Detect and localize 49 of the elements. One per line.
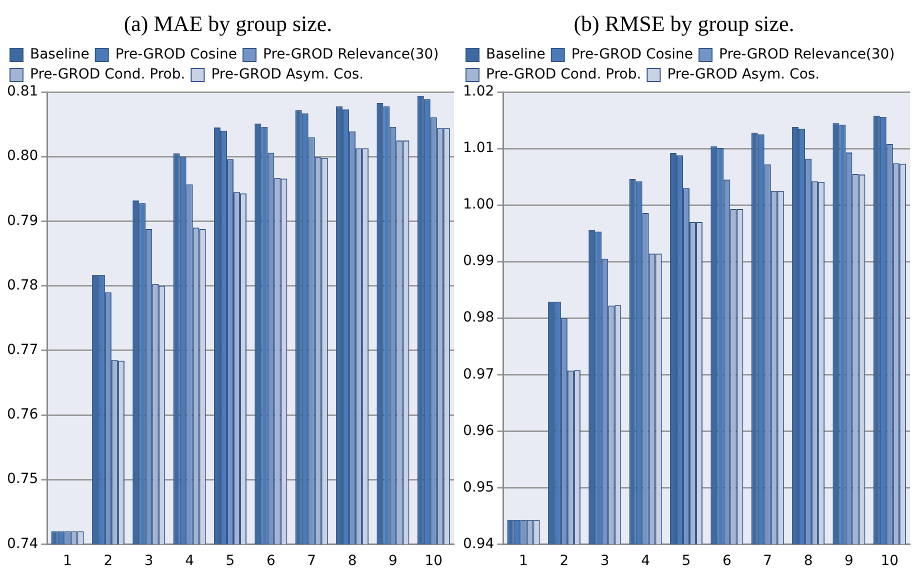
- x-tick-label: 2: [104, 553, 113, 570]
- chart-title: (a) MAE by group size.: [122, 10, 334, 38]
- x-tick-label: 1: [519, 553, 528, 570]
- x-tick-label: 6: [266, 553, 276, 570]
- legend-label: Pre-GROD Asym. Cos.: [211, 66, 364, 83]
- legend-label: Baseline: [30, 46, 90, 63]
- y-tick-label: 1.01: [463, 140, 494, 156]
- legend-label: Pre-GROD Asym. Cos.: [667, 66, 820, 83]
- y-tick-label: 0.77: [7, 342, 38, 358]
- y-tick-label: 0.79: [7, 212, 38, 229]
- x-tick-label: 8: [348, 553, 357, 570]
- x-tick-label: 7: [763, 553, 772, 570]
- x-tick-label: 8: [804, 553, 813, 570]
- x-tick-label: 3: [144, 553, 154, 570]
- y-tick-label: 0.97: [463, 366, 494, 382]
- legend-label: Pre-GROD Relevance(30): [719, 46, 895, 63]
- y-tick-label: 0.75: [7, 471, 38, 488]
- x-tick-label: 7: [307, 553, 316, 570]
- x-tick-label: 5: [682, 553, 691, 570]
- x-tick-label: 1: [63, 553, 72, 570]
- x-tick-label: 5: [226, 553, 235, 570]
- x-tick-label: 4: [641, 553, 650, 570]
- x-tick-label: 3: [600, 553, 610, 570]
- y-tick-label: 0.78: [7, 277, 38, 294]
- chart-title: (b) RMSE by group size.: [572, 10, 796, 38]
- legend-label: Pre-GROD Cond. Prob.: [30, 66, 186, 83]
- legend-label: Pre-GROD Cosine: [571, 46, 694, 63]
- y-tick-label: 0.96: [463, 422, 494, 439]
- x-tick-label: 10: [424, 553, 443, 570]
- legend-label: Pre-GROD Relevance(30): [263, 46, 439, 63]
- y-tick-label: 1.02: [463, 84, 494, 100]
- x-tick-label: 9: [388, 553, 398, 570]
- x-tick-label: 2: [560, 553, 569, 570]
- y-tick-label: 0.95: [463, 479, 494, 496]
- x-tick-label: 4: [185, 553, 194, 570]
- x-tick-label: 6: [722, 553, 732, 570]
- x-tick-label: 10: [880, 553, 899, 570]
- y-tick-label: 0.81: [7, 84, 38, 100]
- y-tick-label: 0.76: [7, 406, 38, 423]
- y-tick-label: 0.94: [463, 536, 494, 552]
- y-tick-label: 0.74: [7, 536, 38, 552]
- legend-label: Pre-GROD Cosine: [115, 46, 238, 63]
- y-tick-label: 0.98: [463, 310, 494, 326]
- y-tick-label: 0.80: [7, 148, 38, 164]
- legend-label: Pre-GROD Cond. Prob.: [486, 66, 642, 83]
- y-tick-label: 1.00: [463, 196, 494, 213]
- x-tick-label: 9: [844, 553, 854, 570]
- legend-label: Baseline: [486, 46, 546, 63]
- y-tick-label: 0.99: [463, 253, 494, 270]
